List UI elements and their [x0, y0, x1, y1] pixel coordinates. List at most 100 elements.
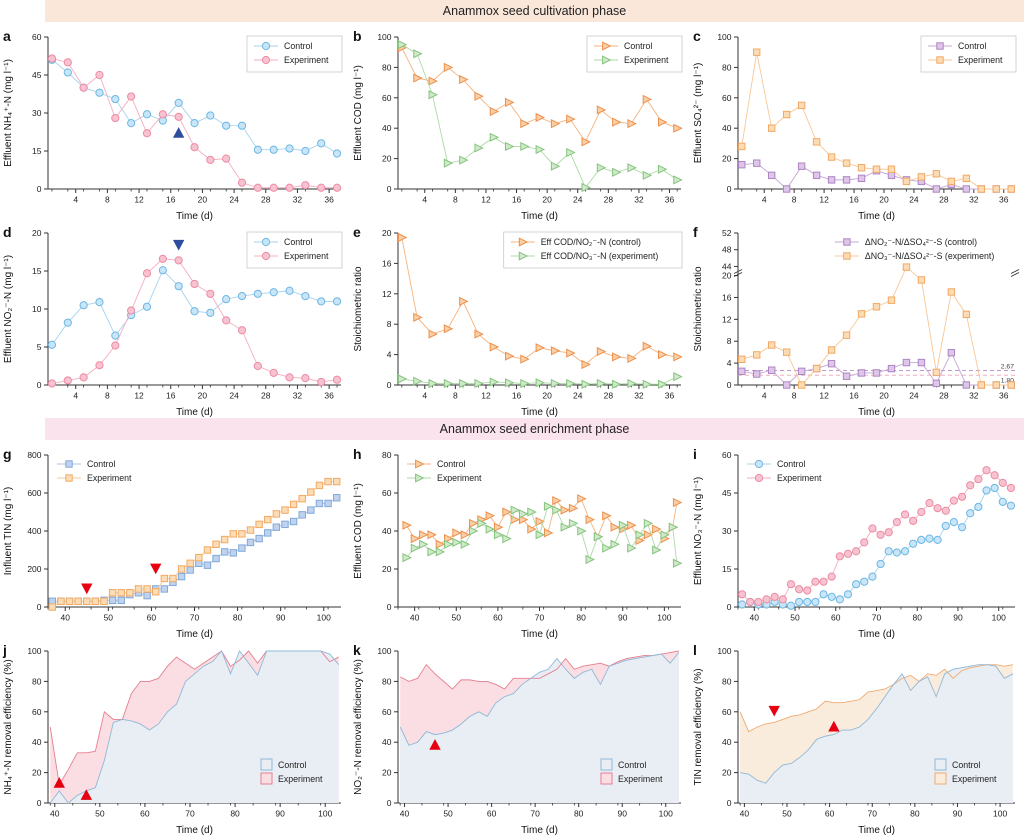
svg-text:80: 80 — [722, 676, 732, 686]
svg-text:Effluent SO₄²⁻ (mg l⁻¹): Effluent SO₄²⁻ (mg l⁻¹) — [693, 63, 704, 164]
svg-text:Effluent NO₃⁻-N (mg l⁻¹): Effluent NO₃⁻-N (mg l⁻¹) — [693, 477, 704, 585]
svg-text:20: 20 — [32, 768, 42, 778]
panel-e-chart: e 4 8 12 16 20 24 28 32 36 0 4 8 12 16 20 Time (d) Stoich… — [350, 222, 690, 418]
svg-text:40: 40 — [410, 613, 420, 623]
svg-text:40: 40 — [400, 809, 410, 819]
svg-text:10: 10 — [32, 304, 42, 314]
svg-text:0: 0 — [387, 602, 392, 612]
svg-text:8: 8 — [727, 336, 732, 346]
phase-header-enrichment-label: Anammox seed enrichment phase — [439, 422, 630, 436]
svg-text:90: 90 — [618, 613, 628, 623]
svg-text:15: 15 — [32, 146, 42, 156]
svg-text:Control: Control — [284, 237, 312, 247]
svg-text:15: 15 — [722, 564, 732, 574]
svg-text:0: 0 — [37, 380, 42, 390]
svg-text:12: 12 — [722, 314, 732, 324]
svg-text:0: 0 — [37, 184, 42, 194]
svg-text:1.80: 1.80 — [1001, 378, 1014, 385]
svg-text:16: 16 — [166, 195, 176, 205]
svg-text:Experiment: Experiment — [777, 473, 822, 483]
panel-j-chart: j 40 50 60 70 80 90 100 0 20 40 60 80 100 Time (d) NH₄⁺… — [0, 640, 350, 836]
svg-text:4: 4 — [762, 195, 767, 205]
svg-text:52: 52 — [722, 228, 732, 238]
svg-text:32: 32 — [293, 195, 303, 205]
svg-text:20: 20 — [722, 271, 732, 281]
svg-text:40: 40 — [382, 526, 392, 536]
svg-text:50: 50 — [790, 613, 800, 623]
svg-text:90: 90 — [953, 809, 963, 819]
svg-text:48: 48 — [722, 245, 732, 255]
svg-text:Stoichiometric ratio: Stoichiometric ratio — [353, 266, 364, 351]
svg-text:60: 60 — [722, 93, 732, 103]
svg-text:Time (d): Time (d) — [176, 407, 213, 418]
svg-text:8: 8 — [387, 319, 392, 329]
row-ghi: g 40 50 60 70 80 90 100 0 200 400 600 800 Time (d) Inf… — [0, 444, 1024, 640]
svg-text:Effluent COD (mg l⁻¹): Effluent COD (mg l⁻¹) — [353, 483, 364, 579]
svg-text:80: 80 — [382, 62, 392, 72]
svg-text:20: 20 — [198, 195, 208, 205]
svg-text:40: 40 — [722, 737, 732, 747]
svg-text:50: 50 — [782, 809, 792, 819]
svg-text:70: 70 — [530, 809, 540, 819]
svg-text:g: g — [3, 446, 12, 462]
svg-text:4: 4 — [762, 391, 767, 401]
svg-text:100: 100 — [717, 646, 731, 656]
svg-text:20: 20 — [382, 768, 392, 778]
panel-b-chart: b 4 8 12 16 20 24 28 32 36 0 20 40 60 80 100 Time (d) Eff… — [350, 26, 690, 222]
svg-text:50: 50 — [452, 613, 462, 623]
svg-text:Control: Control — [284, 41, 312, 51]
svg-text:Influent TIN (mg l⁻¹): Influent TIN (mg l⁻¹) — [3, 487, 14, 575]
panel-i-chart: i 40 50 60 70 80 90 100 0 15 30 45 60 Time (d) Effluen… — [690, 444, 1024, 640]
panel-l-chart: l 40 50 60 70 80 90 100 0 20 40 60 80 100 Time (d) TIN … — [690, 640, 1024, 836]
svg-text:0: 0 — [727, 184, 732, 194]
svg-text:400: 400 — [27, 526, 41, 536]
svg-text:8: 8 — [792, 391, 797, 401]
svg-text:60: 60 — [32, 707, 42, 717]
svg-text:Time (d): Time (d) — [858, 407, 895, 418]
svg-text:Time (d): Time (d) — [176, 629, 213, 640]
svg-text:60: 60 — [825, 809, 835, 819]
svg-text:90: 90 — [275, 809, 285, 819]
svg-text:Time (d): Time (d) — [521, 629, 558, 640]
svg-text:b: b — [353, 28, 362, 44]
svg-text:Effluent NO₂⁻-N (mg l⁻¹): Effluent NO₂⁻-N (mg l⁻¹) — [3, 255, 14, 363]
svg-text:40: 40 — [50, 809, 60, 819]
svg-text:100: 100 — [318, 809, 332, 819]
svg-text:20: 20 — [382, 228, 392, 238]
svg-text:TIN removal efficiency (%): TIN removal efficiency (%) — [693, 668, 704, 785]
svg-text:80: 80 — [382, 676, 392, 686]
panel-d-chart: d 4 8 12 16 20 24 28 32 36 0 5 10 15 20 Time (d) Effluen… — [0, 222, 350, 418]
svg-text:Stoichiometric ratio: Stoichiometric ratio — [693, 266, 704, 351]
svg-text:4: 4 — [727, 358, 732, 368]
svg-text:8: 8 — [792, 195, 797, 205]
svg-text:100: 100 — [717, 32, 731, 42]
svg-text:20: 20 — [879, 195, 889, 205]
svg-text:12: 12 — [134, 391, 144, 401]
svg-text:2.67: 2.67 — [1001, 363, 1014, 370]
panel-c-chart: c 4 8 12 16 20 24 28 32 36 0 20 40 60 80 100 Time (d) Eff… — [690, 26, 1024, 222]
svg-text:28: 28 — [261, 195, 271, 205]
svg-text:20: 20 — [542, 195, 552, 205]
svg-text:100: 100 — [659, 809, 673, 819]
svg-text:16: 16 — [849, 195, 859, 205]
svg-text:Time (d): Time (d) — [521, 211, 558, 222]
svg-text:24: 24 — [909, 195, 919, 205]
svg-text:200: 200 — [27, 564, 41, 574]
svg-text:60: 60 — [487, 809, 497, 819]
svg-text:50: 50 — [104, 613, 114, 623]
svg-text:Control: Control — [777, 459, 805, 469]
svg-text:Time (d): Time (d) — [858, 825, 895, 836]
svg-text:f: f — [693, 224, 698, 240]
svg-text:12: 12 — [481, 195, 491, 205]
svg-text:i: i — [693, 446, 697, 462]
svg-text:8: 8 — [105, 195, 110, 205]
svg-text:90: 90 — [276, 613, 286, 623]
svg-text:40: 40 — [382, 737, 392, 747]
svg-text:20: 20 — [542, 391, 552, 401]
svg-text:20: 20 — [382, 154, 392, 164]
svg-text:80: 80 — [233, 613, 243, 623]
svg-text:Experiment: Experiment — [958, 55, 1003, 65]
row-jkl: j 40 50 60 70 80 90 100 0 20 40 60 80 100 Time (d) NH₄⁺… — [0, 640, 1024, 836]
svg-text:40: 40 — [722, 123, 732, 133]
